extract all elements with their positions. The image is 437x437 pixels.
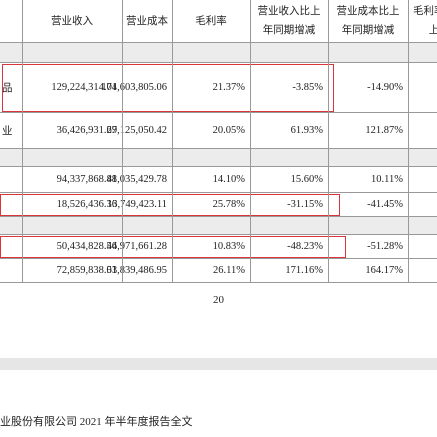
row-line — [0, 62, 437, 63]
cell: -48.23% — [287, 240, 323, 252]
col-line — [408, 0, 409, 282]
row-line — [0, 258, 437, 259]
cell: 61.93% — [290, 124, 323, 136]
row-line — [0, 216, 437, 217]
footer: 业股份有限公司 2021 年半年度报告全文 — [0, 416, 193, 428]
highlight-box — [0, 194, 340, 216]
col-line — [172, 0, 173, 282]
cell: 21.37% — [212, 81, 245, 93]
cell: -31.15% — [287, 198, 323, 210]
cell: 121.87% — [365, 124, 403, 136]
header-cell: 营业成本比上年同期增减 — [336, 6, 400, 36]
cell: 20.05% — [212, 124, 245, 136]
col-line — [250, 0, 251, 282]
header-cell: 营业收入 — [51, 15, 93, 27]
cell: 10.83% — [212, 240, 245, 252]
cell: 81,035,429.78 — [106, 173, 167, 185]
cell: 18,526,436.36 — [56, 198, 117, 210]
row-label: 业 — [2, 125, 13, 137]
cell: -51.28% — [367, 240, 403, 252]
cell: 36,426,931.67 — [56, 124, 117, 136]
row-line — [0, 234, 437, 235]
page-number: 20 — [213, 294, 224, 306]
header-cell: 营业成本 — [126, 15, 168, 27]
cell: 14.10% — [212, 173, 245, 185]
col-line — [122, 0, 123, 282]
section-row — [0, 217, 437, 234]
cell: 72,859,838.01 — [56, 264, 117, 276]
row-line — [0, 148, 437, 149]
header-cell: 毛利率比上 — [413, 6, 437, 36]
row-line — [0, 42, 437, 43]
cell: 15.60% — [290, 173, 323, 185]
header-cell: 毛利率 — [195, 15, 227, 27]
cell: 53,839,486.95 — [106, 264, 167, 276]
row-line — [0, 166, 437, 167]
cell: -3.85% — [292, 81, 323, 93]
cell: 26.11% — [213, 264, 245, 276]
cell: -41.45% — [367, 198, 403, 210]
row-line — [0, 282, 437, 283]
cell: 94,337,868.48 — [56, 173, 117, 185]
cell: 13,749,423.11 — [107, 198, 167, 210]
cell: 101,603,805.06 — [101, 81, 167, 93]
section-row — [0, 43, 437, 62]
cell: 10.11% — [371, 173, 403, 185]
col-line — [22, 0, 23, 282]
highlight-box — [2, 64, 334, 112]
cell: 164.17% — [365, 264, 403, 276]
row-line — [0, 112, 437, 113]
cell: 50,434,828.56 — [56, 240, 117, 252]
page-gap — [0, 358, 437, 370]
highlight-box — [0, 236, 346, 258]
table: 营业收入 营业成本 毛利率 营业收入比上年同期增减营业成本比上年同期增减毛利率比上品 1… — [0, 0, 437, 283]
header-cell: 营业收入比上年同期增减 — [257, 6, 321, 36]
cell: 44,971,661.28 — [106, 240, 167, 252]
section-row — [0, 149, 437, 166]
cell: 29,125,050.42 — [106, 124, 167, 136]
cell: 171.16% — [285, 264, 323, 276]
cell: -14.90% — [367, 81, 403, 93]
row-line — [0, 192, 437, 193]
cell: 25.78% — [212, 198, 245, 210]
col-line — [328, 0, 329, 282]
cell: 129,224,314.74 — [51, 81, 117, 93]
row-label: 品 — [2, 82, 13, 94]
